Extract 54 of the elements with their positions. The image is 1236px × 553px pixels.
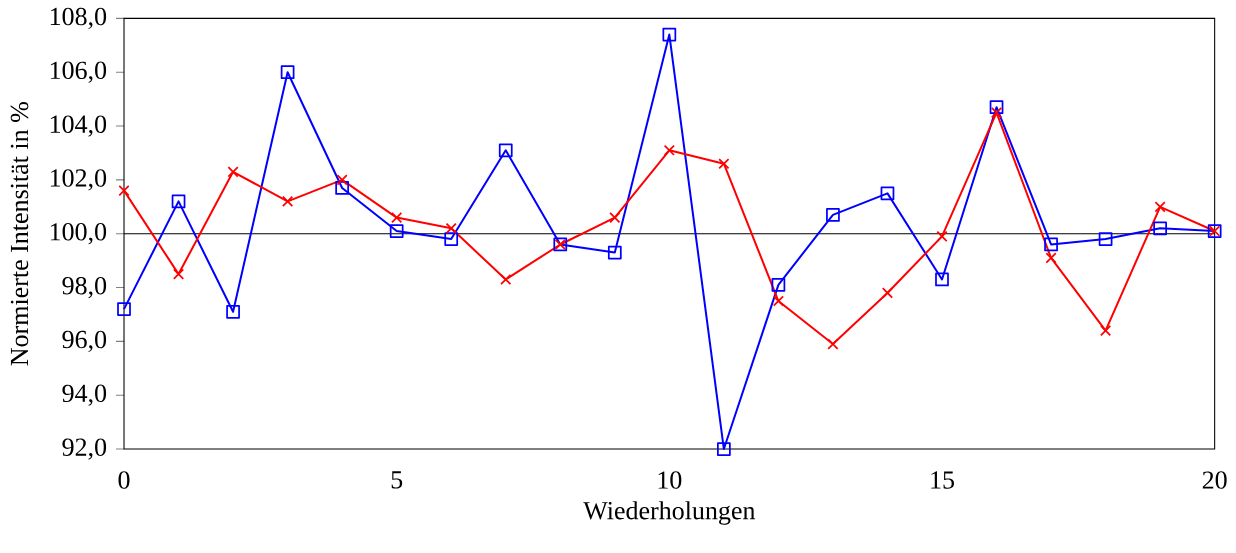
y-tick-label: 102,0 [50, 169, 107, 191]
point [717, 442, 731, 456]
point [609, 211, 621, 224]
point [990, 107, 1003, 119]
point [771, 277, 786, 292]
y-tick-label: 96,0 [62, 330, 107, 353]
point [500, 273, 512, 286]
point [881, 287, 894, 299]
point [118, 185, 130, 197]
point [826, 208, 840, 222]
point [1153, 221, 1167, 236]
point [718, 158, 730, 170]
point [226, 304, 240, 319]
point [1045, 252, 1057, 264]
y-tick-label: 92,0 [62, 438, 107, 460]
point [662, 27, 677, 42]
point [1098, 232, 1113, 246]
x-tick-label: 20 [1202, 471, 1227, 489]
x-tick-label: 5 [391, 471, 403, 489]
point [936, 230, 948, 242]
x-tick-label: 15 [931, 471, 954, 489]
point [1044, 237, 1058, 252]
point [663, 144, 675, 156]
point [391, 211, 403, 224]
y-tick-label: 98,0 [62, 276, 107, 299]
point [827, 338, 839, 350]
point [280, 65, 295, 80]
point [498, 143, 513, 158]
point [880, 186, 895, 201]
y-tick-label: 106,0 [50, 61, 107, 83]
point [282, 195, 294, 207]
point [935, 272, 949, 287]
x-tick-label: 0 [118, 471, 130, 489]
point [989, 100, 1004, 115]
y-tick-label: 100,0 [50, 223, 107, 245]
point [1154, 201, 1166, 213]
point [607, 245, 622, 260]
y-tick-label: 94,0 [62, 384, 107, 406]
point [117, 302, 131, 316]
point [444, 232, 459, 246]
point [171, 194, 186, 209]
point [227, 166, 239, 178]
x-tick-label: 10 [658, 471, 682, 489]
point [336, 174, 348, 186]
point [172, 268, 185, 280]
point [772, 295, 784, 307]
point [335, 181, 350, 195]
point [1100, 325, 1112, 337]
point [445, 222, 457, 234]
y-tick-label: 104,0 [50, 115, 107, 137]
y-axis-title: Normierte Intensität in % [10, 102, 29, 366]
point [389, 224, 404, 238]
x-axis-title: Wiederholungen [583, 501, 756, 525]
y-tick-label: 108,0 [50, 7, 107, 30]
